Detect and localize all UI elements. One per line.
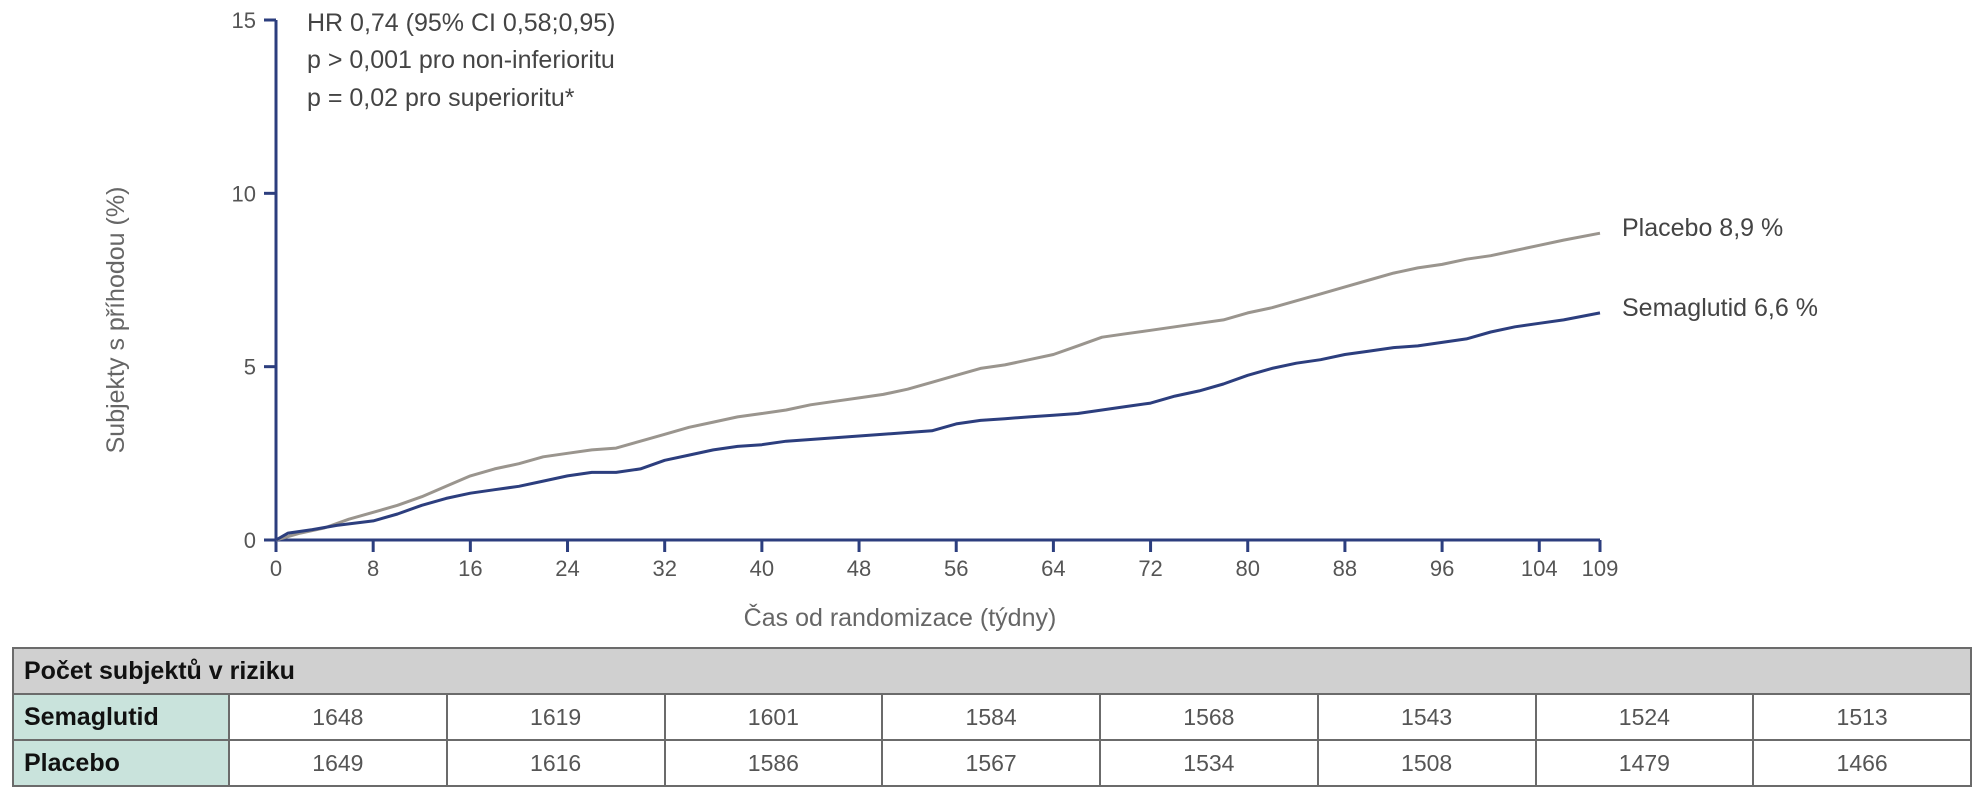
y-tick-label: 0: [244, 528, 256, 553]
risk-table-cell: 1649: [228, 739, 448, 787]
x-tick-label: 40: [750, 556, 774, 581]
y-axis-title: Subjekty s příhodou (%): [102, 187, 130, 454]
x-tick-label: 32: [652, 556, 676, 581]
x-tick-label: 80: [1236, 556, 1260, 581]
risk-table-cell: 1584: [881, 693, 1101, 741]
x-tick-label: 24: [555, 556, 579, 581]
risk-table-cell: 1648: [228, 693, 448, 741]
legend-label-placebo: Placebo 8,9 %: [1622, 214, 1783, 242]
risk-table: Počet subjektů v riziku Semaglutid 1648 16…: [12, 647, 1972, 787]
risk-table-cell: 1513: [1752, 693, 1972, 741]
risk-table-cell: 1466: [1752, 739, 1972, 787]
y-tick-label: 15: [232, 8, 256, 33]
risk-table-cell: 1567: [881, 739, 1101, 787]
x-axis-title: Čas od randomizace (týdny): [744, 603, 1057, 632]
risk-table-cell: 1619: [445, 693, 666, 741]
risk-table-cell: 1616: [445, 739, 666, 787]
risk-table-cell: 1568: [1099, 693, 1319, 741]
risk-table-cell: 1543: [1316, 693, 1537, 741]
series-layer: [275, 231, 1601, 542]
series-line-placebo: [275, 231, 1601, 542]
legend-label-semaglutid: Semaglutid 6,6 %: [1622, 294, 1818, 322]
risk-row-label: Semaglutid: [12, 693, 230, 741]
annotation-superiority: p = 0,02 pro superioritu*: [307, 84, 575, 112]
annotation-noninferiority: p > 0,001 pro non-inferioritu: [307, 46, 615, 74]
x-tick-label: 88: [1333, 556, 1357, 581]
x-axis-ticks: 0 8 16 24 32 40 48 56 64 72 80 88 96 104 109: [270, 540, 1618, 581]
x-tick-label: 48: [847, 556, 871, 581]
risk-table-title: Počet subjektů v riziku: [12, 647, 1972, 695]
x-tick-label: 8: [367, 556, 379, 581]
x-tick-label: 104: [1521, 556, 1558, 581]
risk-table-cell: 1479: [1534, 739, 1755, 787]
x-tick-label: 96: [1430, 556, 1454, 581]
x-tick-label: 0: [270, 556, 282, 581]
y-tick-label: 5: [244, 355, 256, 380]
annotation-hr: HR 0,74 (95% CI 0,58;0,95): [307, 9, 616, 37]
risk-table-cell: 1601: [663, 693, 884, 741]
risk-table-row: Semaglutid 1648 1619 1601 1584 1568 1543 1524 15…: [12, 693, 1972, 741]
risk-table-row: Placebo 1649 1616 1586 1567 1534 1508 1479 1466: [12, 739, 1972, 787]
risk-table-cell: 1524: [1534, 693, 1755, 741]
km-chart: 0 5 10 15 0 8 16 24 32 40 48 56 64 72 80 88 96 104 109 Su…: [102, 8, 1818, 632]
x-tick-label: 16: [458, 556, 482, 581]
risk-table-cell: 1534: [1099, 739, 1319, 787]
x-tick-label: 56: [944, 556, 968, 581]
risk-table-cell: 1508: [1316, 739, 1537, 787]
x-tick-label: 72: [1138, 556, 1162, 581]
x-tick-label: 64: [1041, 556, 1065, 581]
risk-row-label: Placebo: [12, 739, 230, 787]
series-line-semaglutid: [275, 311, 1601, 542]
risk-table-cell: 1586: [663, 739, 884, 787]
y-tick-label: 10: [232, 181, 256, 206]
y-axis-ticks: 0 5 10 15: [232, 8, 276, 553]
risk-table-header-row: Počet subjektů v riziku: [12, 647, 1972, 695]
axes: [274, 20, 1600, 542]
x-tick-label: 109: [1582, 556, 1619, 581]
